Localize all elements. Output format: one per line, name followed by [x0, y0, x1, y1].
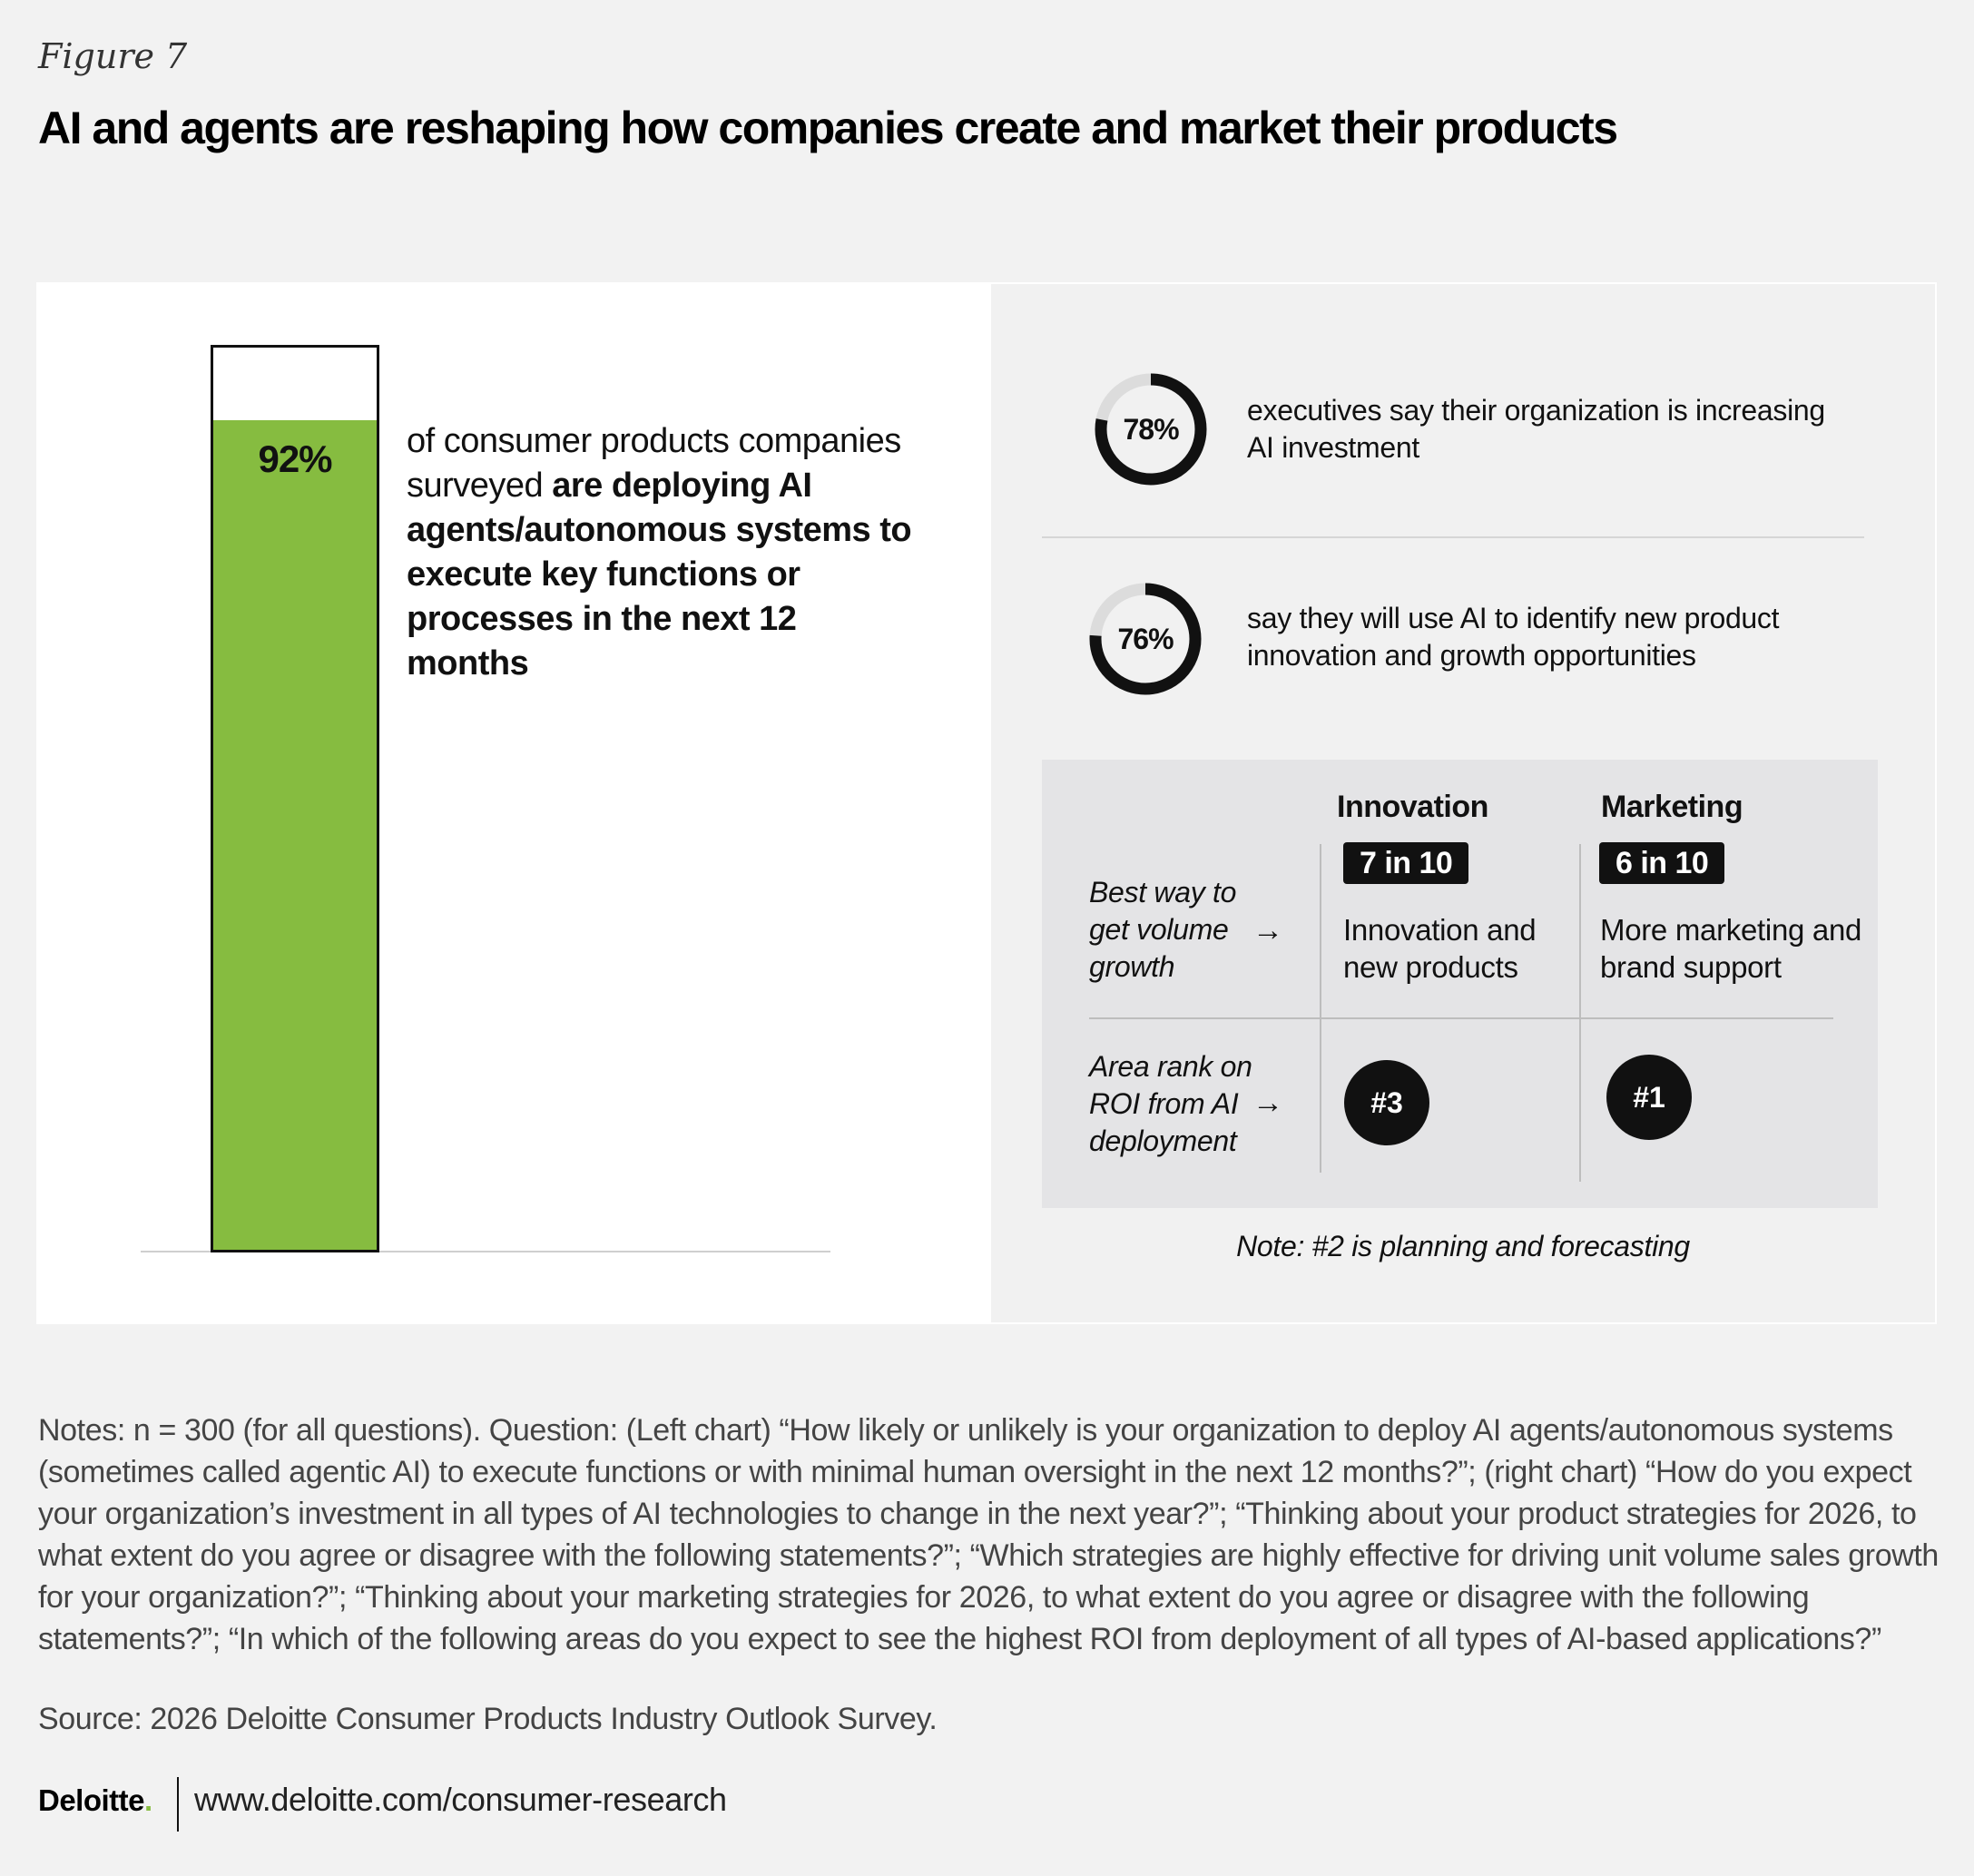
donut-arc-1 — [1095, 373, 1207, 486]
footer-url[interactable]: www.deloitte.com/consumer-research — [194, 1781, 727, 1818]
bar-frame — [211, 345, 379, 1252]
brand-name: Deloitte — [38, 1783, 145, 1817]
figure-label: Figure 7 — [38, 36, 188, 76]
footer-separator — [177, 1777, 179, 1832]
row-arrow-1: → — [1252, 913, 1283, 948]
innovation-badge-wrap: 7 in 10 — [1343, 842, 1469, 884]
donut-arc-2 — [1089, 583, 1202, 695]
table-note: Note: #2 is planning and forecasting — [1236, 1230, 1690, 1262]
marketing-badge-wrap: 6 in 10 — [1599, 842, 1725, 884]
innovation-badge: 7 in 10 — [1343, 842, 1469, 884]
source: Source: 2026 Deloitte Consumer Products … — [38, 1702, 938, 1736]
marketing-rank-badge: #1 — [1606, 1055, 1692, 1140]
bar-fill — [213, 419, 377, 1250]
innovation-text: Innovation and new products — [1343, 913, 1537, 984]
donut-text-2: say they will use AI to identify new pro… — [1247, 602, 1780, 672]
donut-stat-1: 78% — [1092, 370, 1210, 488]
bar-description: of consumer products companies surveyed … — [407, 419, 915, 686]
row-label-roi-rank: Area rank on ROI from AI deployment — [1089, 1050, 1252, 1157]
donut-chart-1 — [1095, 373, 1207, 486]
row-label-volume-growth: Best way to get volume growth — [1089, 876, 1237, 983]
bar-value-label: 92% — [258, 437, 332, 480]
comparison-table — [1042, 760, 1878, 1208]
survey-notes: Notes: n = 300 (for all questions). Ques… — [38, 1413, 1939, 1656]
bar-description-bold: are deploying AI agents/autonomous syste… — [407, 467, 912, 683]
column-divider-2 — [1579, 844, 1581, 1182]
page-title: AI and agents are reshaping how companie… — [38, 103, 1618, 153]
column-divider-1 — [1320, 844, 1321, 1173]
deloitte-logo: Deloitte. — [38, 1783, 152, 1818]
left-panel — [36, 282, 989, 1324]
donut-value-1: 78% — [1123, 413, 1179, 446]
bar-description-regular: of consumer products companies surveyed — [407, 422, 901, 505]
donut-stat-2: 76% — [1086, 580, 1204, 698]
innovation-rank-badge: #3 — [1344, 1060, 1429, 1145]
divider — [1042, 536, 1864, 538]
row-divider — [1089, 1017, 1833, 1019]
bar-baseline — [141, 1251, 830, 1252]
column-header-innovation: Innovation — [1337, 790, 1488, 824]
marketing-badge: 6 in 10 — [1599, 842, 1725, 884]
marketing-text: More marketing and brand support — [1600, 913, 1862, 984]
column-header-marketing: Marketing — [1601, 790, 1743, 824]
row-arrow-2: → — [1252, 1085, 1283, 1120]
donut-chart-2 — [1089, 583, 1202, 695]
donut-value-2: 76% — [1117, 623, 1174, 655]
donut-text-1: executives say their organization is inc… — [1247, 394, 1825, 464]
brand-dot: . — [144, 1783, 152, 1817]
